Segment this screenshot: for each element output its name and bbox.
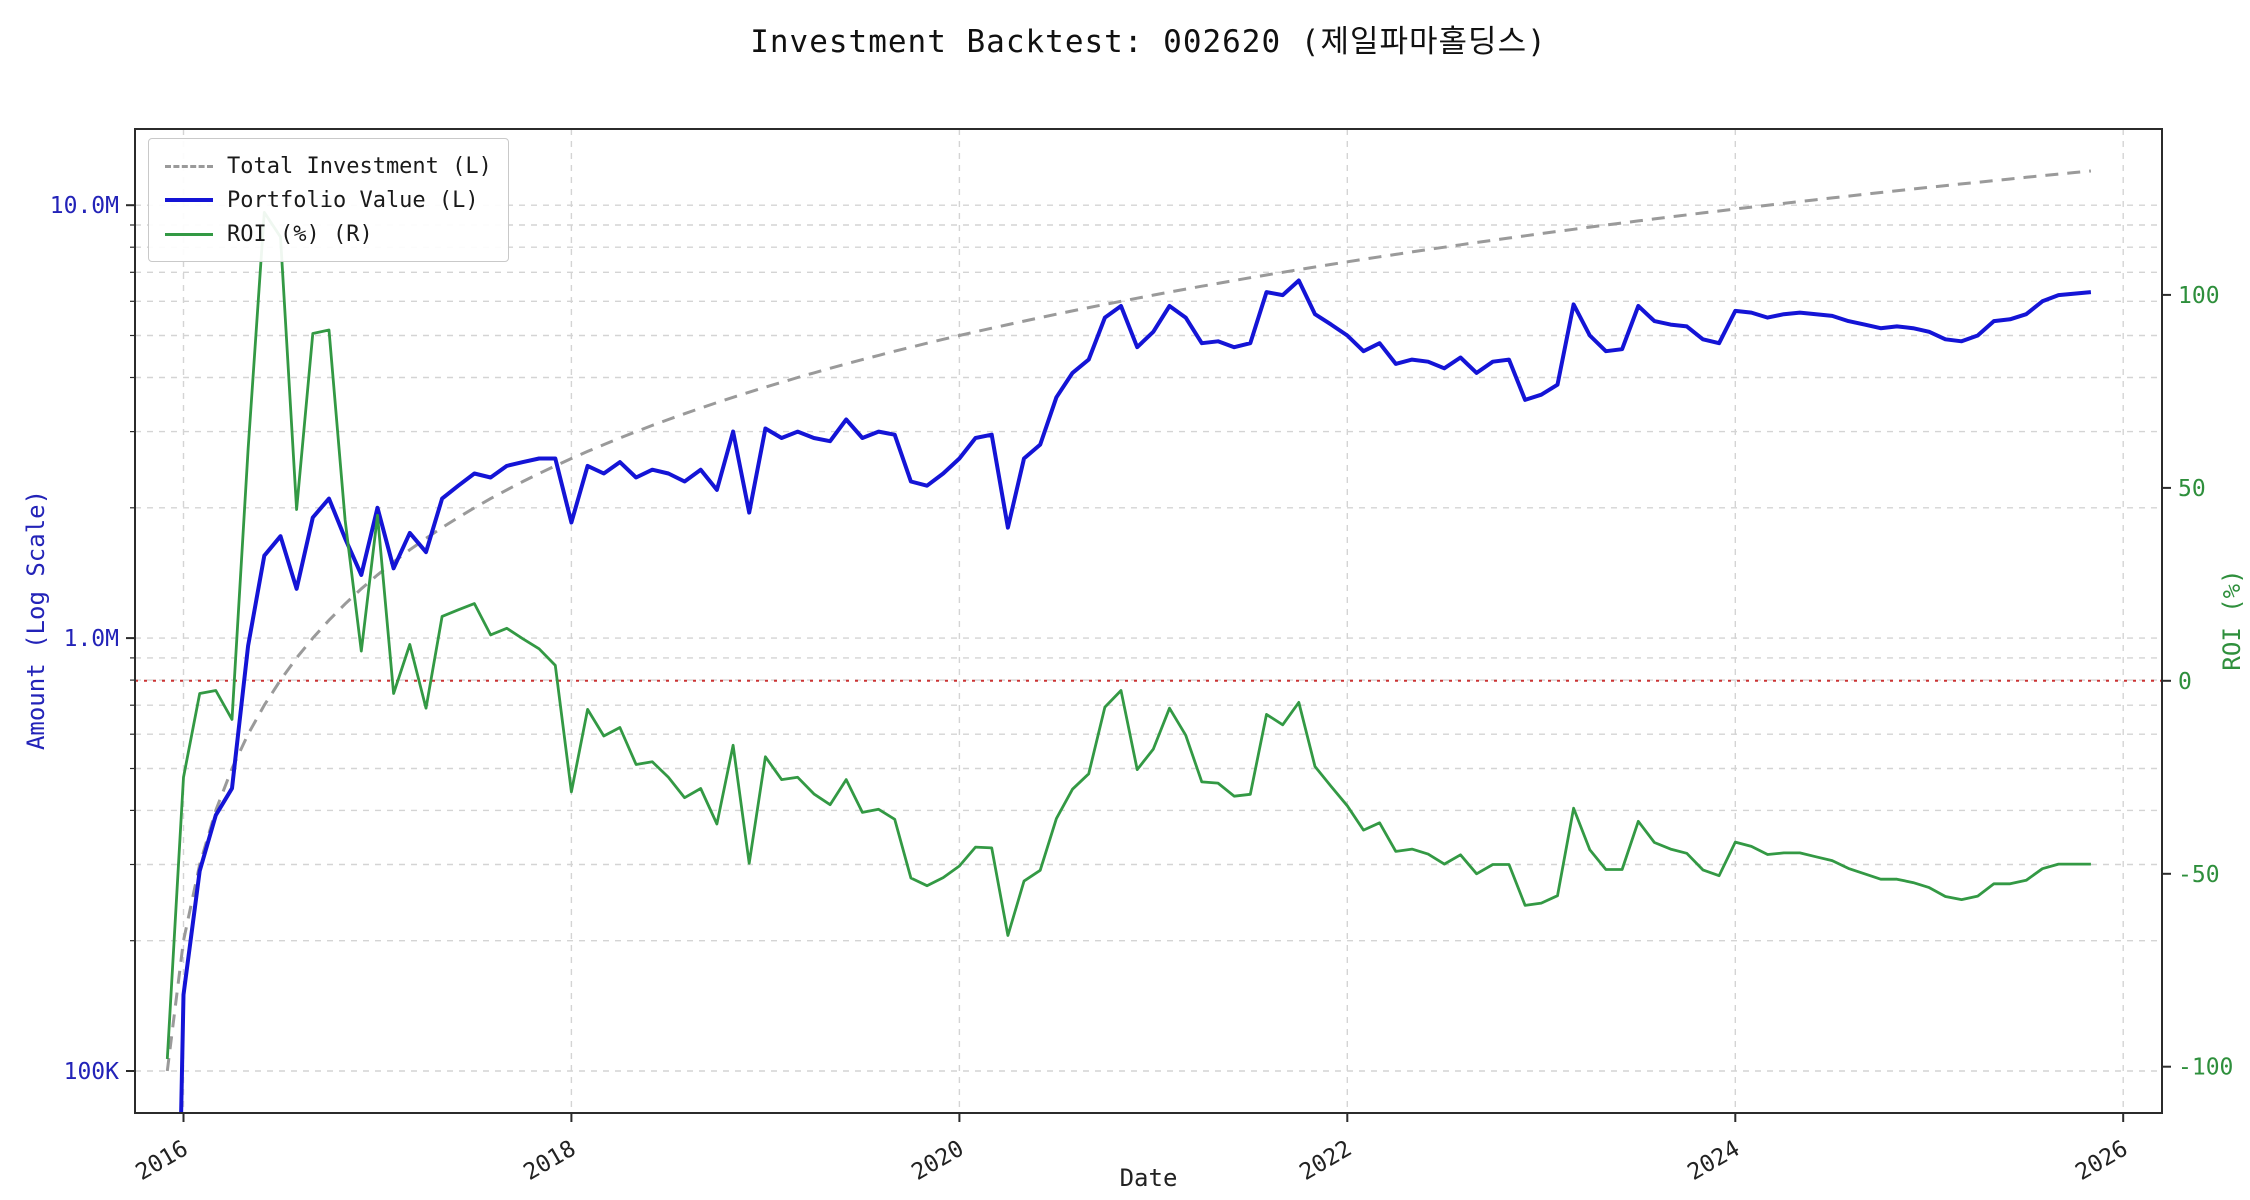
legend-label-portfolio-value: Portfolio Value (L) [227, 187, 479, 213]
chart-title: Investment Backtest: 002620 (제일파마홀딩스) [750, 24, 1547, 60]
svg-text:100K: 100K [64, 1059, 120, 1085]
legend-dashed-line-icon [165, 164, 213, 168]
legend-label-roi: ROI (%) (R) [227, 221, 373, 247]
svg-text:1.0M: 1.0M [64, 626, 119, 652]
svg-text:100: 100 [2178, 283, 2220, 309]
legend: Total Investment (L) Portfolio Value (L)… [148, 138, 509, 262]
legend-blue-line-icon [165, 198, 213, 202]
legend-item-portfolio-value: Portfolio Value (L) [165, 183, 492, 217]
legend-green-line-icon [165, 232, 213, 236]
svg-text:50: 50 [2178, 476, 2206, 502]
svg-text:0: 0 [2178, 669, 2192, 695]
svg-text:-50: -50 [2178, 862, 2220, 888]
left-y-axis-label: Amount (Log Scale) [22, 489, 50, 751]
right-y-axis-label: ROI (%) [2218, 569, 2246, 671]
legend-label-total-investment: Total Investment (L) [227, 153, 492, 179]
legend-item-total-investment: Total Investment (L) [165, 149, 492, 183]
svg-text:-100: -100 [2178, 1055, 2233, 1081]
svg-text:10.0M: 10.0M [50, 193, 119, 219]
x-axis-label: Date [1119, 1164, 1178, 1192]
legend-item-roi: ROI (%) (R) [165, 217, 492, 251]
